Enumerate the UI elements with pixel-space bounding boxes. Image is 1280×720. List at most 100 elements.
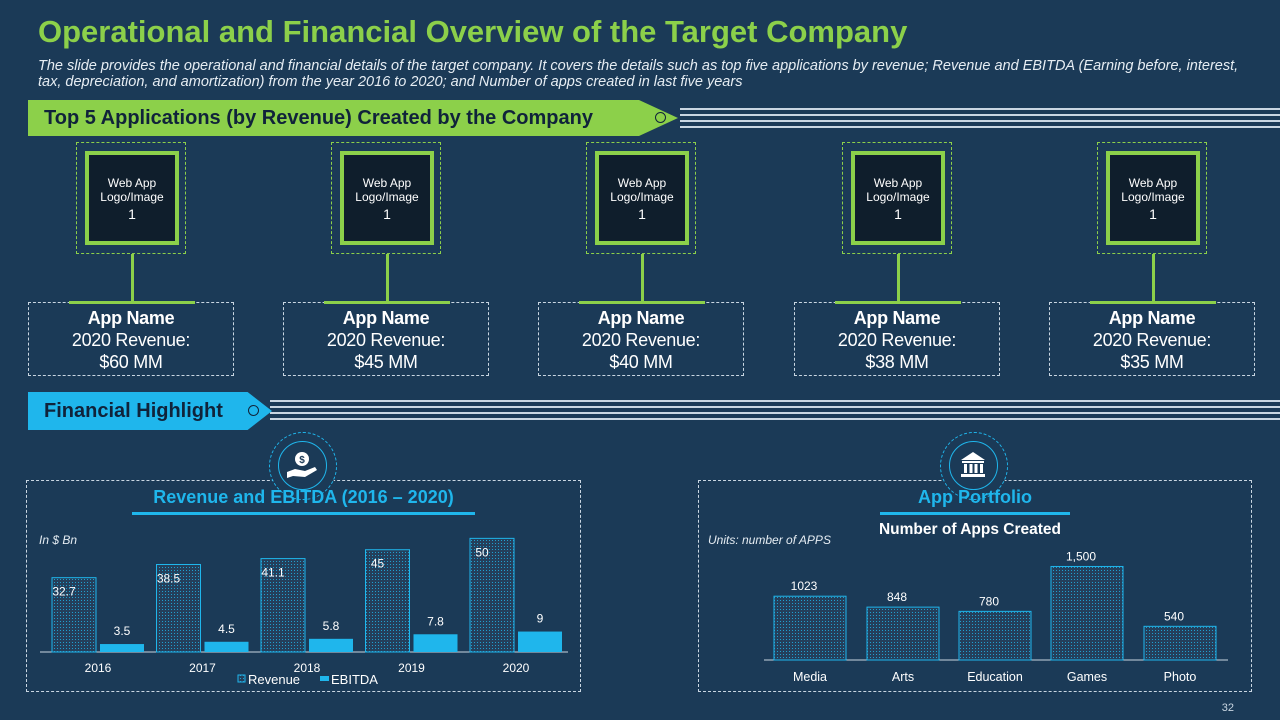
apps-data-label: 848 bbox=[887, 590, 907, 604]
hand-dollar-icon: $ bbox=[269, 432, 337, 500]
logo-text-line2: Logo/Image bbox=[100, 189, 164, 204]
app-logo-placeholder: Web App Logo/Image 1 bbox=[595, 151, 689, 245]
x-tick-label: Media bbox=[793, 670, 827, 684]
x-tick-label: 2016 bbox=[85, 661, 112, 675]
x-tick-label: Photo bbox=[1164, 670, 1197, 684]
banner-ring-icon bbox=[248, 405, 259, 416]
app-name: App Name bbox=[87, 308, 175, 328]
svg-text:$: $ bbox=[299, 455, 305, 466]
apps-data-label: 1,500 bbox=[1066, 549, 1096, 563]
info-top-bar bbox=[69, 301, 195, 304]
logo-text-line2: Logo/Image bbox=[355, 189, 419, 204]
app-info-box: App Name 2020 Revenue: $45 MM bbox=[283, 301, 489, 376]
apps-data-label: 1023 bbox=[791, 579, 818, 593]
app-info-box: App Name 2020 Revenue: $40 MM bbox=[538, 301, 744, 376]
logo-number: 1 bbox=[894, 205, 902, 222]
app-name: App Name bbox=[1108, 308, 1196, 328]
portfolio-chart-title: App Portfolio bbox=[918, 487, 1032, 507]
title-underline bbox=[880, 512, 1070, 515]
logo-text-line2: Logo/Image bbox=[866, 189, 930, 204]
app-revenue-value: $60 MM bbox=[99, 352, 163, 372]
badge-ring bbox=[949, 441, 998, 490]
revenue-bar bbox=[51, 577, 97, 653]
app-info-box: App Name 2020 Revenue: $60 MM bbox=[28, 301, 234, 376]
logo-text-line1: Web App bbox=[107, 175, 157, 190]
x-tick-label: 2017 bbox=[189, 661, 216, 675]
app-logo-placeholder: Web App Logo/Image 1 bbox=[1106, 151, 1200, 245]
logo-number: 1 bbox=[1149, 205, 1157, 222]
ebitda-bar bbox=[413, 634, 458, 652]
logo-text-line2: Logo/Image bbox=[610, 189, 674, 204]
logo-text-line1: Web App bbox=[1128, 175, 1178, 190]
app-card: Web App Logo/Image 1 App Name 2020 Revenue: $… bbox=[1049, 142, 1257, 378]
legend-ebitda-swatch bbox=[320, 676, 329, 681]
portfolio-chart-subtitle: Number of Apps Created bbox=[878, 521, 1061, 538]
app-logo-placeholder: Web App Logo/Image 1 bbox=[340, 151, 434, 245]
app-revenue-label: 2020 Revenue: bbox=[326, 330, 446, 350]
apps-bar bbox=[773, 595, 847, 661]
x-tick-label: Games bbox=[1067, 670, 1107, 684]
apps-data-label: 780 bbox=[979, 594, 999, 608]
revenue-data-label: 38.5 bbox=[157, 572, 181, 586]
app-card: Web App Logo/Image 1 App Name 2020 Revenue: $… bbox=[28, 142, 236, 378]
logo-text-line1: Web App bbox=[362, 175, 412, 190]
ebitda-data-label: 7.8 bbox=[427, 614, 444, 628]
app-info-box: App Name 2020 Revenue: $38 MM bbox=[794, 301, 1000, 376]
app-revenue-value: $35 MM bbox=[1120, 352, 1184, 372]
logo-number: 1 bbox=[128, 205, 136, 222]
app-revenue-label: 2020 Revenue: bbox=[71, 330, 191, 350]
logo-text-line2: Logo/Image bbox=[1121, 189, 1185, 204]
apps-bar bbox=[866, 606, 940, 661]
connector-line bbox=[131, 254, 134, 302]
app-card: Web App Logo/Image 1 App Name 2020 Revenue: $… bbox=[538, 142, 746, 378]
app-logo-placeholder: Web App Logo/Image 1 bbox=[85, 151, 179, 245]
decorative-lines bbox=[680, 108, 1280, 130]
apps-bar bbox=[1050, 565, 1124, 661]
top-apps-banner-label: Top 5 Applications (by Revenue) Created … bbox=[44, 107, 593, 129]
ebitda-bar bbox=[204, 641, 249, 652]
revenue-data-label: 50 bbox=[475, 545, 489, 559]
ebitda-data-label: 9 bbox=[537, 612, 544, 626]
portfolio-unit-note: Units: number of APPS bbox=[708, 533, 831, 547]
connector-line bbox=[1152, 254, 1155, 302]
ebitda-bar bbox=[309, 638, 353, 652]
x-tick-label: 2020 bbox=[503, 661, 530, 675]
revenue-unit-note: In $ Bn bbox=[39, 533, 78, 547]
x-tick-label: Education bbox=[967, 670, 1023, 684]
connector-line bbox=[897, 254, 900, 302]
revenue-bar bbox=[469, 537, 515, 653]
legend-revenue-label: Revenue bbox=[248, 672, 300, 687]
revenue-chart-title: Revenue and EBITDA (2016 – 2020) bbox=[153, 487, 454, 507]
revenue-bar bbox=[260, 558, 306, 653]
apps-bar bbox=[1143, 625, 1217, 661]
logo-number: 1 bbox=[383, 205, 391, 222]
app-logo-frame: Web App Logo/Image 1 bbox=[331, 142, 441, 254]
app-revenue-value: $38 MM bbox=[865, 352, 929, 372]
app-revenue-label: 2020 Revenue: bbox=[1092, 330, 1212, 350]
app-info-box: App Name 2020 Revenue: $35 MM bbox=[1049, 301, 1255, 376]
legend-ebitda-label: EBITDA bbox=[331, 672, 378, 687]
app-card: Web App Logo/Image 1 App Name 2020 Revenue: $… bbox=[794, 142, 1002, 378]
top-apps-banner: Top 5 Applications (by Revenue) Created … bbox=[28, 100, 678, 136]
revenue-bar bbox=[365, 549, 410, 653]
page-subtitle: The slide provides the operational and f… bbox=[38, 58, 1239, 90]
revenue-data-label: 41.1 bbox=[261, 566, 285, 580]
info-top-bar bbox=[579, 301, 705, 304]
app-logo-frame: Web App Logo/Image 1 bbox=[842, 142, 952, 254]
ebitda-bar bbox=[518, 631, 562, 652]
bank-icon bbox=[940, 432, 1008, 500]
info-top-bar bbox=[324, 301, 450, 304]
financial-banner-label: Financial Highlight bbox=[44, 400, 223, 422]
page-number: 32 bbox=[1221, 702, 1234, 714]
app-logo-placeholder: Web App Logo/Image 1 bbox=[851, 151, 945, 245]
logo-number: 1 bbox=[638, 205, 646, 222]
app-name: App Name bbox=[342, 308, 430, 328]
revenue-data-label: 45 bbox=[371, 557, 385, 571]
app-revenue-value: $40 MM bbox=[609, 352, 673, 372]
legend-revenue-swatch bbox=[237, 674, 246, 683]
app-logo-frame: Web App Logo/Image 1 bbox=[76, 142, 186, 254]
apps-data-label: 540 bbox=[1164, 609, 1184, 623]
x-tick-label: 2018 bbox=[294, 661, 321, 675]
